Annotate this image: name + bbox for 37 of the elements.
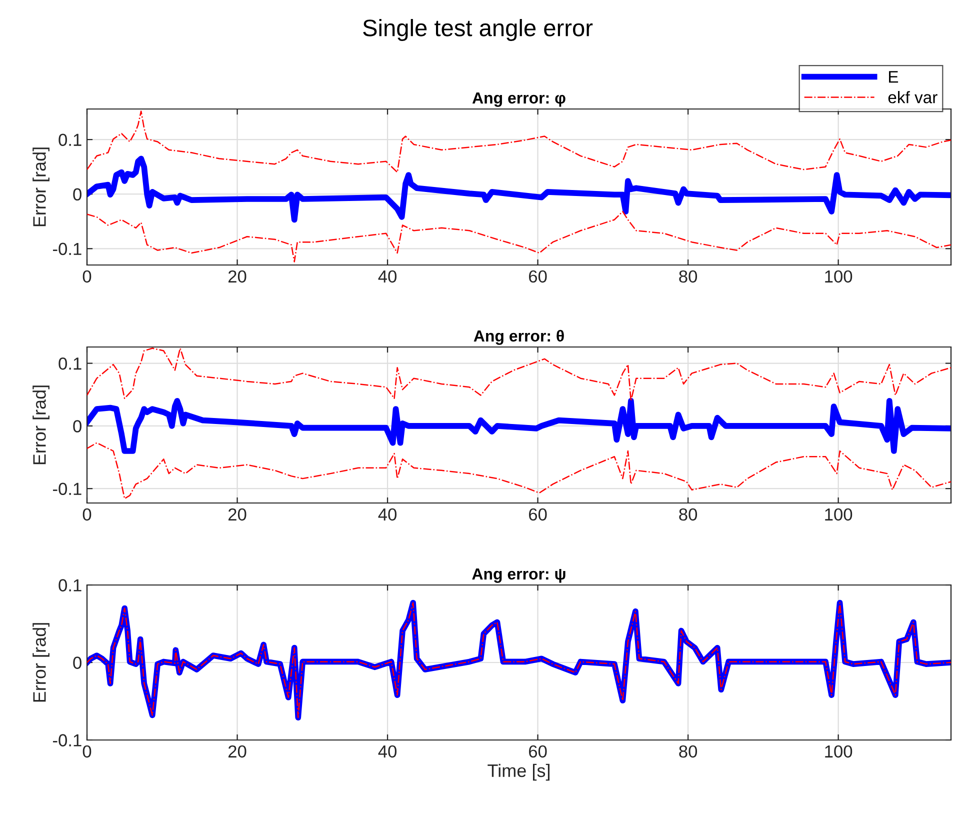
y-tick-label: -0.1 xyxy=(52,482,82,496)
x-tick-label: 80 xyxy=(679,270,698,283)
x-tick-label: 40 xyxy=(378,745,396,758)
x-tick-label: 60 xyxy=(529,745,547,758)
legend-label: E xyxy=(889,71,898,83)
y-axis-title: Error [rad] xyxy=(32,386,50,464)
x-tick-label: 20 xyxy=(228,745,246,758)
chart-subtitle: Ang error: φ xyxy=(472,92,566,107)
y-axis-title: Error [rad] xyxy=(32,623,50,702)
x-tick-label: 100 xyxy=(825,745,852,758)
y-tick-label: 0 xyxy=(73,656,82,669)
x-tick-label: 0 xyxy=(82,270,92,283)
chart-title: Single test angle error xyxy=(363,18,593,42)
x-tick-label: 100 xyxy=(825,270,852,283)
x-tick-label: 60 xyxy=(529,508,547,521)
x-tick-label: 0 xyxy=(82,745,92,758)
chart-subtitle: Ang error: θ xyxy=(474,330,564,345)
x-tick-label: 40 xyxy=(378,508,396,521)
x-axis-title: Time [s] xyxy=(488,764,550,781)
y-tick-label: 0.1 xyxy=(58,134,82,146)
x-tick-label: 60 xyxy=(529,270,547,283)
y-tick-label: 0.1 xyxy=(58,357,82,370)
x-tick-label: 0 xyxy=(82,508,92,521)
x-tick-label: 40 xyxy=(378,270,396,283)
y-axis-title: Error [rad] xyxy=(32,148,50,226)
y-tick-label: -0.1 xyxy=(52,242,82,256)
legend-label: ekf var xyxy=(888,91,938,104)
y-tick-label: -0.1 xyxy=(52,734,82,746)
x-tick-label: 100 xyxy=(825,508,852,521)
chart-subtitle: Ang error: ψ xyxy=(472,568,566,583)
x-tick-label: 80 xyxy=(679,745,698,758)
y-tick-label: 0.1 xyxy=(58,579,82,592)
y-tick-label: 0 xyxy=(73,420,82,432)
x-tick-label: 20 xyxy=(228,270,246,283)
y-tick-label: 0 xyxy=(73,188,82,201)
x-tick-label: 20 xyxy=(228,508,246,521)
x-tick-label: 80 xyxy=(679,508,698,521)
